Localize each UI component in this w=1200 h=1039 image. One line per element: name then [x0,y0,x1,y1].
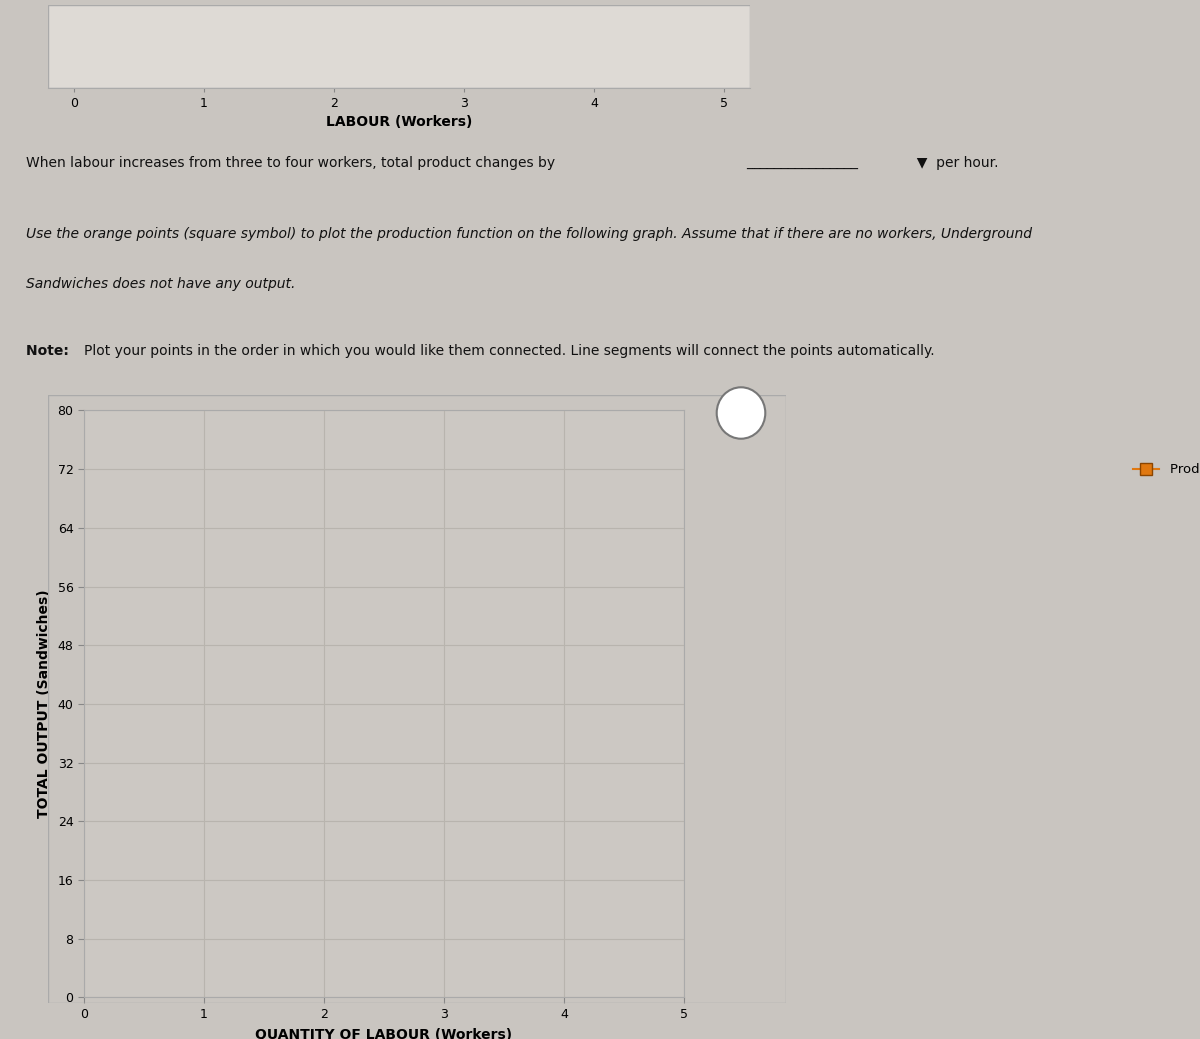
Legend: Production Function: Production Function [1128,458,1200,482]
Text: Note:: Note: [26,344,74,358]
Text: Plot your points in the order in which you would like them connected. Line segme: Plot your points in the order in which y… [84,344,935,358]
Bar [48,5,750,88]
Text: Sandwiches does not have any output.: Sandwiches does not have any output. [26,277,295,291]
Circle shape [716,388,766,438]
Text: ?: ? [737,404,745,422]
X-axis label: QUANTITY OF LABOUR (Workers): QUANTITY OF LABOUR (Workers) [256,1028,512,1039]
Text: When labour increases from three to four workers, total product changes by: When labour increases from three to four… [26,156,556,170]
Text: ▼  per hour.: ▼ per hour. [908,156,998,170]
Text: Use the orange points (square symbol) to plot the production function on the fol: Use the orange points (square symbol) to… [26,227,1032,240]
X-axis label: LABOUR (Workers): LABOUR (Workers) [326,114,472,129]
Y-axis label: TOTAL OUTPUT (Sandwiches): TOTAL OUTPUT (Sandwiches) [37,589,50,819]
Text: ________________: ________________ [746,156,858,170]
